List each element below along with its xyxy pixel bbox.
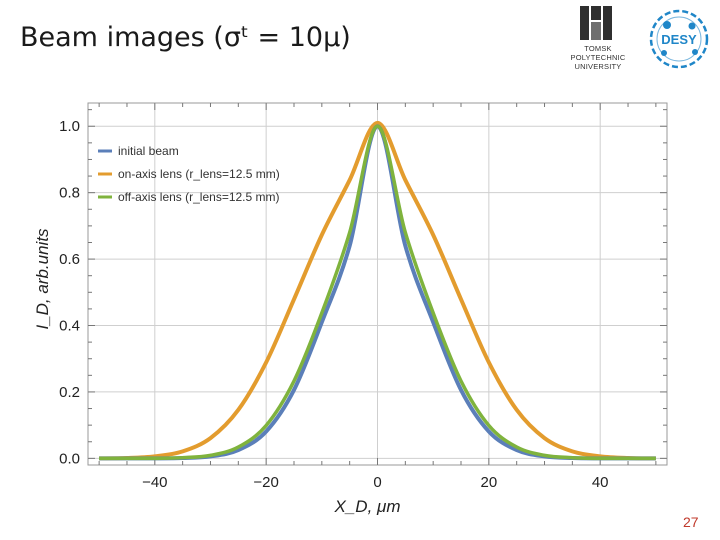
y-tick-labels: 0.0 0.2 0.4 0.6 0.8 1.0 (59, 118, 80, 467)
tpu-logo-mark-icon (580, 6, 612, 40)
tpu-logo-text: TOMSK POLYTECHNIC UNIVERSITY (560, 44, 636, 71)
tpu-logo-line: UNIVERSITY (574, 62, 622, 71)
grid (88, 103, 667, 465)
legend-label: initial beam (118, 144, 179, 158)
desy-logo-text: DESY (661, 32, 697, 47)
y-tick-label: 1.0 (59, 118, 80, 135)
x-axis-title: X_D, μm (334, 497, 401, 515)
y-tick-label: 0.4 (59, 318, 80, 335)
y-tick-label: 0.2 (59, 384, 80, 401)
y-axis-title: I_D, arb.units (33, 228, 52, 330)
y-tick-label: 0.6 (59, 251, 80, 268)
tpu-logo-line: TOMSK (584, 44, 612, 53)
x-tick-label: 20 (481, 474, 498, 491)
slide-title: Beam images (σᵗ = 10μ) (20, 22, 351, 53)
x-tick-label: −40 (142, 474, 167, 491)
series-layer (99, 120, 656, 461)
y-tick-label: 0.8 (59, 185, 80, 202)
legend: initial beam on-axis lens (r_lens=12.5 mm… (98, 144, 280, 204)
series-line-on-axis-lens (99, 120, 656, 461)
legend-label: on-axis lens (r_lens=12.5 mm) (118, 167, 280, 181)
beam-profile-chart: −40 −20 0 20 40 0.0 0.2 0.4 0.6 0.8 1.0 X_D, μm I… (33, 102, 668, 515)
y-tick-label: 0.0 (59, 450, 80, 467)
x-tick-label: −20 (253, 474, 278, 491)
series-line-off-axis-lens (99, 124, 656, 461)
desy-logo: DESY (649, 9, 709, 69)
tpu-logo-line: POLYTECHNIC (570, 53, 626, 62)
legend-label: off-axis lens (r_lens=12.5 mm) (118, 190, 280, 204)
x-tick-label: 40 (592, 474, 609, 491)
page-number: 27 (683, 514, 699, 530)
x-tick-label: 0 (373, 474, 381, 491)
x-tick-labels: −40 −20 0 20 40 (142, 474, 608, 491)
tpu-logo: TOMSK POLYTECHNIC UNIVERSITY (566, 6, 630, 88)
minor-ticks (88, 103, 667, 465)
